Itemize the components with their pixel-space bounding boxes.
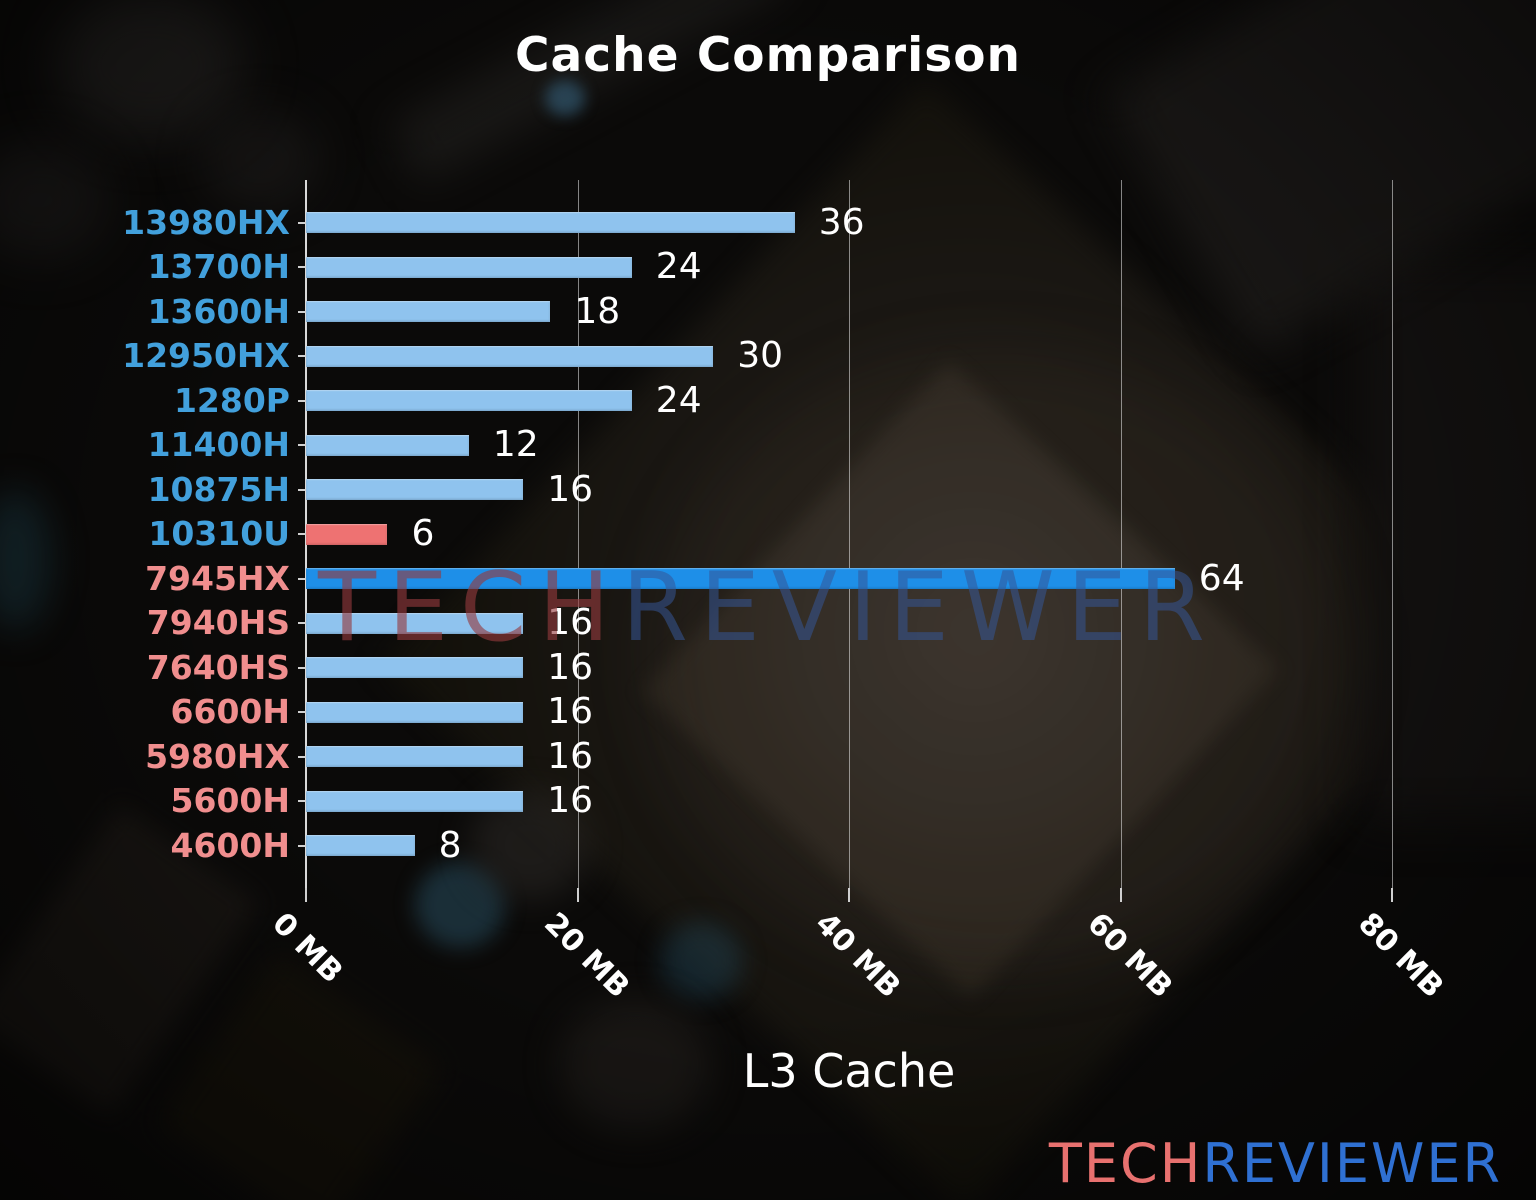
bar	[306, 568, 1175, 590]
bar	[306, 390, 632, 412]
x-tick-mark	[848, 888, 850, 902]
y-tick-mark	[298, 533, 306, 536]
value-label: 36	[818, 201, 865, 243]
bar	[306, 256, 632, 278]
y-tick-label: 11400H	[147, 425, 290, 465]
brand-logo: TECHREVIEWER	[1049, 1132, 1502, 1195]
watermark: TECHREVIEWER	[318, 558, 1217, 658]
y-tick-mark	[298, 711, 306, 714]
y-tick-mark	[298, 355, 306, 358]
y-tick-mark	[298, 444, 306, 447]
y-tick-mark	[298, 221, 306, 224]
x-tick-mark	[1119, 888, 1122, 902]
bar	[306, 746, 524, 768]
bar	[306, 212, 795, 233]
gridline-40mb	[849, 180, 850, 888]
y-tick-mark	[298, 844, 306, 847]
brand-logo-tech: TECH	[1048, 1132, 1203, 1195]
y-tick-mark	[298, 666, 306, 669]
y-tick-mark	[298, 755, 306, 758]
value-label: 64	[1198, 557, 1245, 599]
bar	[306, 301, 551, 323]
y-tick-label: 10310U	[148, 514, 290, 554]
x-tick-label: 60 MB	[1079, 906, 1179, 1005]
value-label: 24	[655, 379, 702, 421]
x-tick-label: 80 MB	[1351, 906, 1451, 1005]
y-tick-mark	[298, 310, 306, 313]
y-tick-mark	[298, 622, 306, 625]
y-tick-mark	[298, 399, 306, 402]
gridline-60mb	[1120, 180, 1122, 888]
value-label: 16	[547, 646, 593, 688]
bar	[306, 790, 524, 812]
bar	[306, 657, 524, 679]
value-label: 16	[547, 691, 593, 733]
bar	[306, 835, 415, 857]
value-label: 16	[547, 468, 593, 510]
y-tick-mark	[298, 800, 306, 803]
y-tick-label: 10875H	[147, 469, 290, 509]
y-tick-label: 4600H	[170, 825, 290, 865]
y-tick-label: 13700H	[147, 247, 290, 287]
y-tick-label: 7940HS	[146, 603, 290, 643]
chart-title: Cache Comparison	[515, 28, 1021, 83]
x-tick-mark	[1391, 888, 1393, 902]
y-tick-mark	[298, 577, 306, 580]
x-axis-title: L3 Cache	[742, 1044, 956, 1098]
y-tick-label: 12950HX	[122, 336, 290, 376]
y-tick-label: 7945HX	[145, 558, 290, 598]
x-tick-mark	[305, 888, 307, 902]
bar	[306, 523, 388, 545]
y-tick-mark	[298, 488, 306, 491]
y-tick-label: 5600H	[170, 781, 290, 821]
value-label: 18	[574, 290, 621, 332]
bar	[306, 434, 469, 456]
brand-logo-reviewer: REVIEWER	[1202, 1132, 1502, 1195]
x-tick-mark	[576, 888, 579, 902]
y-tick-label: 13600H	[147, 291, 290, 331]
value-label: 6	[411, 513, 435, 555]
watermark-tech: TECH	[318, 553, 622, 663]
x-tick-label: 20 MB	[536, 906, 636, 1005]
value-label: 24	[655, 246, 702, 288]
x-tick-label: 40 MB	[808, 906, 908, 1005]
bar	[306, 479, 524, 501]
watermark-reviewer: REVIEWER	[621, 553, 1217, 663]
value-label: 16	[547, 780, 593, 822]
value-label: 8	[438, 824, 462, 866]
y-tick-label: 6600H	[170, 692, 290, 732]
gridline-20mb	[577, 180, 579, 888]
bar	[306, 701, 524, 723]
y-tick-label: 7640HS	[146, 647, 290, 687]
bar	[306, 345, 714, 367]
value-label: 16	[547, 735, 593, 777]
bar	[306, 612, 524, 634]
gridline-80mb	[1392, 180, 1393, 888]
value-label: 16	[547, 602, 593, 644]
x-tick-label: 0 MB	[265, 906, 350, 991]
y-tick-label: 13980HX	[122, 202, 290, 242]
y-tick-label: 5980HX	[145, 736, 290, 776]
value-label: 12	[492, 424, 539, 466]
y-tick-mark	[298, 266, 306, 269]
value-label: 30	[737, 335, 784, 377]
y-tick-label: 1280P	[173, 380, 290, 420]
